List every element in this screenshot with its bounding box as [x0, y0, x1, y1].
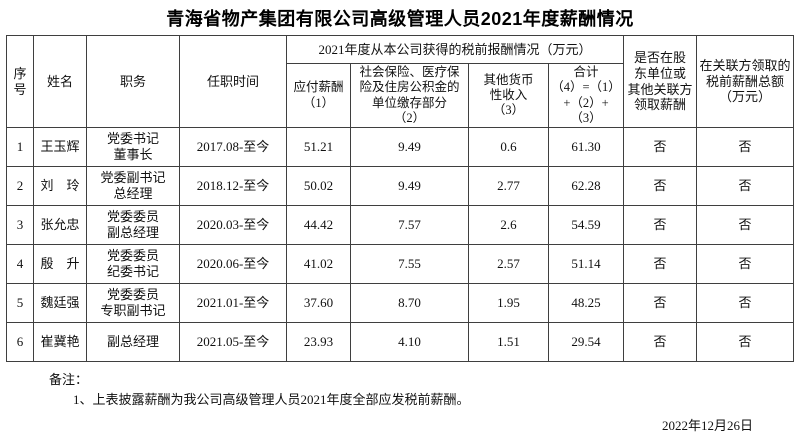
table-row: 2 刘 玲 党委副书记 总经理 2018.12-至今 50.02 9.49 2.…	[6, 166, 795, 206]
cell-insurance: 7.57	[350, 205, 469, 245]
cell-total: 62.28	[547, 166, 625, 206]
cell-position: 党委委员 副总经理	[86, 205, 180, 245]
cell-total: 48.25	[547, 283, 625, 323]
table-row: 1 王玉辉 党委书记 董事长 2017.08-至今 51.21 9.49 0.6…	[6, 127, 795, 167]
cell-payable: 37.60	[286, 283, 351, 323]
cell-position: 党委委员 专职副书记	[86, 283, 180, 323]
cell-total: 61.30	[547, 127, 625, 167]
cell-tenure: 2020.03-至今	[179, 205, 287, 245]
cell-payable: 51.21	[286, 127, 351, 167]
cell-name: 崔冀艳	[33, 322, 87, 362]
header-tenure: 任职时间	[179, 35, 287, 128]
cell-related-amount: 否	[696, 322, 795, 362]
cell-tenure: 2021.01-至今	[179, 283, 287, 323]
header-related-flag: 是否在股 东单位或 其他关联方 领取薪酬	[623, 35, 698, 128]
cell-insurance: 7.55	[350, 244, 469, 284]
notes-section: 备注： 1、上表披露薪酬为我公司高级管理人员2021年度全部应发税前薪酬。	[49, 371, 470, 408]
cell-related-amount: 否	[696, 166, 795, 206]
cell-index: 5	[6, 283, 34, 323]
cell-insurance: 8.70	[350, 283, 469, 323]
document-date: 2022年12月26日	[661, 418, 753, 433]
cell-related-flag: 否	[623, 127, 698, 167]
header-insurance: 社会保险、医疗保 险及住房公积金的 单位缴存部分 （2）	[350, 63, 469, 128]
cell-other-income: 2.6	[468, 205, 549, 245]
cell-name: 殷 升	[33, 244, 87, 284]
cell-name: 王玉辉	[33, 127, 87, 167]
cell-related-flag: 否	[623, 166, 698, 206]
cell-insurance: 4.10	[350, 322, 469, 362]
cell-tenure: 2020.06-至今	[179, 244, 287, 284]
cell-payable: 50.02	[286, 166, 351, 206]
cell-payable: 23.93	[286, 322, 351, 362]
cell-total: 51.14	[547, 244, 625, 284]
header-position: 职务	[86, 35, 180, 128]
cell-tenure: 2018.12-至今	[179, 166, 287, 206]
table-row: 6 崔冀艳 副总经理 2021.05-至今 23.93 4.10 1.51 29…	[6, 322, 795, 362]
header-total: 合计 （4）=（1） +（2）+ （3）	[547, 63, 625, 128]
cell-related-flag: 否	[623, 205, 698, 245]
note-item: 1、上表披露薪酬为我公司高级管理人员2021年度全部应发税前薪酬。	[73, 391, 470, 407]
table-header: 序 号 姓名 职务 任职时间 2021年度从本公司获得的税前报酬情况（万元） 是…	[6, 35, 795, 128]
cell-related-amount: 否	[696, 244, 795, 284]
cell-position: 党委副书记 总经理	[86, 166, 180, 206]
header-payable: 应付薪酬 （1）	[286, 63, 351, 128]
header-name: 姓名	[33, 35, 87, 128]
cell-insurance: 9.49	[350, 166, 469, 206]
cell-position: 党委书记 董事长	[86, 127, 180, 167]
cell-related-flag: 否	[623, 283, 698, 323]
cell-insurance: 9.49	[350, 127, 469, 167]
page-title: 青海省物产集团有限公司高级管理人员2021年度薪酬情况	[166, 9, 634, 29]
header-index: 序 号	[6, 35, 34, 128]
cell-tenure: 2021.05-至今	[179, 322, 287, 362]
cell-other-income: 1.95	[468, 283, 549, 323]
header-row-top: 序 号 姓名 职务 任职时间 2021年度从本公司获得的税前报酬情况（万元） 是…	[6, 35, 795, 128]
cell-index: 4	[6, 244, 34, 284]
cell-payable: 44.42	[286, 205, 351, 245]
table-row: 5 魏廷强 党委委员 专职副书记 2021.01-至今 37.60 8.70 1…	[6, 283, 795, 323]
cell-name: 刘 玲	[33, 166, 87, 206]
cell-position: 党委委员 纪委书记	[86, 244, 180, 284]
document-page: 青海省物产集团有限公司高级管理人员2021年度薪酬情况 序 号 姓名 职务 任职…	[0, 5, 800, 439]
cell-index: 3	[6, 205, 34, 245]
cell-name: 张允忠	[33, 205, 87, 245]
cell-total: 29.54	[547, 322, 625, 362]
cell-other-income: 2.77	[468, 166, 549, 206]
notes-label: 备注：	[49, 372, 89, 387]
table-row: 3 张允忠 党委委员 副总经理 2020.03-至今 44.42 7.57 2.…	[6, 205, 795, 245]
cell-payable: 41.02	[286, 244, 351, 284]
cell-related-flag: 否	[623, 322, 698, 362]
header-row-sub: 应付薪酬 （1） 社会保险、医疗保 险及住房公积金的 单位缴存部分 （2） 其他…	[7, 63, 794, 128]
table-body: 1 王玉辉 党委书记 董事长 2017.08-至今 51.21 9.49 0.6…	[6, 127, 795, 362]
cell-position: 副总经理	[86, 322, 180, 362]
cell-related-flag: 否	[623, 244, 698, 284]
table-row: 4 殷 升 党委委员 纪委书记 2020.06-至今 41.02 7.55 2.…	[6, 244, 795, 284]
header-group-pretax: 2021年度从本公司获得的税前报酬情况（万元）	[285, 35, 625, 64]
cell-index: 2	[6, 166, 34, 206]
cell-other-income: 2.57	[468, 244, 549, 284]
cell-index: 6	[6, 322, 34, 362]
cell-total: 54.59	[547, 205, 625, 245]
cell-index: 1	[6, 127, 34, 167]
cell-other-income: 1.51	[468, 322, 549, 362]
salary-table: 序 号 姓名 职务 任职时间 2021年度从本公司获得的税前报酬情况（万元） 是…	[6, 35, 795, 362]
cell-related-amount: 否	[696, 127, 795, 167]
header-other-income: 其他货币 性收入 （3）	[468, 63, 549, 128]
cell-related-amount: 否	[696, 283, 795, 323]
cell-other-income: 0.6	[468, 127, 549, 167]
cell-related-amount: 否	[696, 205, 795, 245]
cell-name: 魏廷强	[33, 283, 87, 323]
cell-tenure: 2017.08-至今	[179, 127, 287, 167]
header-related-amount: 在关联方领取的 税前薪酬总额 （万元）	[696, 35, 795, 128]
